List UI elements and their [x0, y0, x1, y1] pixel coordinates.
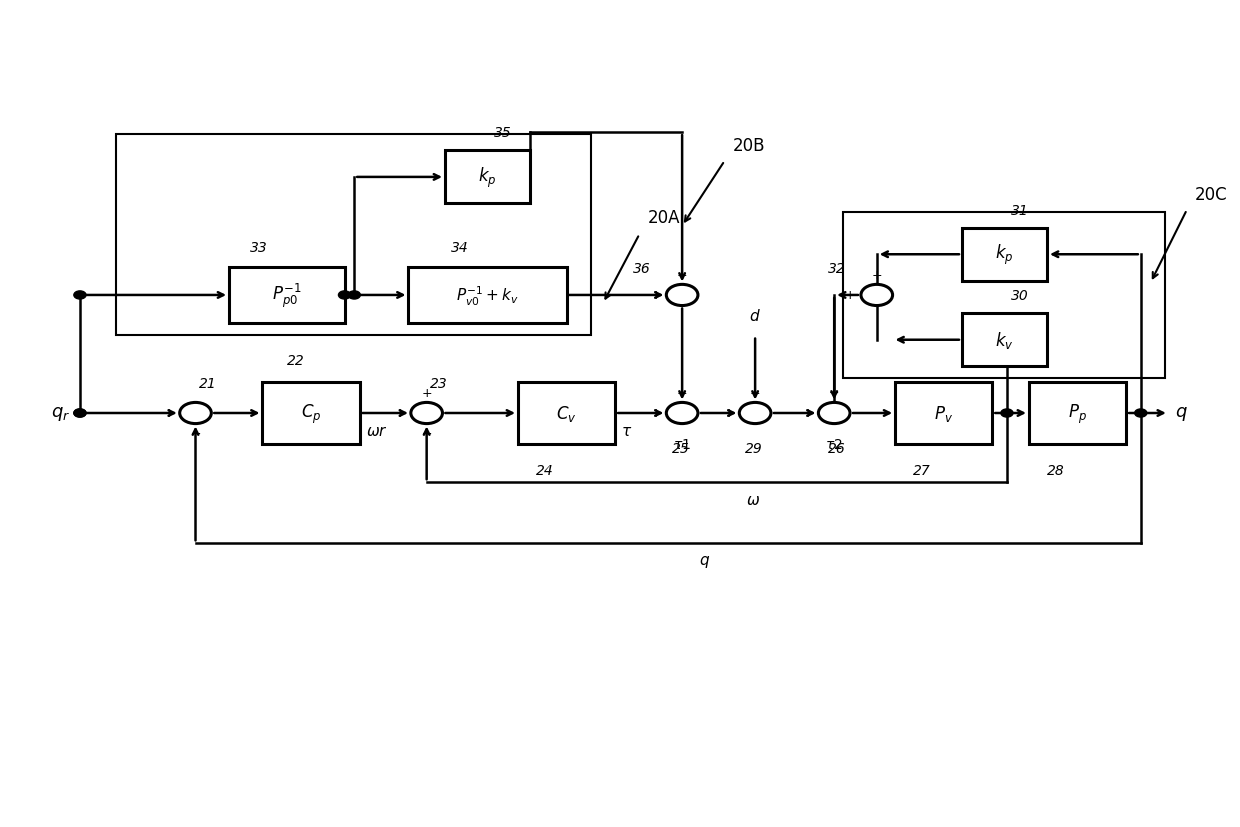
Circle shape: [410, 403, 443, 424]
Text: +: +: [872, 268, 882, 281]
Text: 33: 33: [250, 241, 268, 255]
Text: −: −: [190, 428, 201, 441]
Text: $C_v$: $C_v$: [557, 404, 577, 423]
Text: $C_p$: $C_p$: [301, 402, 321, 425]
Text: 22: 22: [286, 353, 305, 367]
Circle shape: [861, 285, 893, 306]
Text: 24: 24: [536, 463, 554, 477]
FancyBboxPatch shape: [962, 228, 1047, 281]
FancyBboxPatch shape: [445, 151, 529, 204]
Text: 25: 25: [672, 442, 691, 456]
Text: +: +: [844, 289, 856, 302]
Text: +: +: [677, 386, 687, 399]
Circle shape: [666, 285, 698, 306]
FancyBboxPatch shape: [263, 383, 360, 444]
Text: 31: 31: [1011, 203, 1028, 218]
Circle shape: [818, 403, 849, 424]
FancyBboxPatch shape: [1029, 383, 1126, 444]
Text: 29: 29: [745, 442, 763, 456]
Text: $P_v$: $P_v$: [934, 404, 954, 423]
Text: +: +: [394, 407, 405, 420]
Text: +: +: [802, 407, 813, 420]
Text: $k_v$: $k_v$: [996, 330, 1014, 351]
Circle shape: [74, 409, 86, 418]
Text: 30: 30: [1011, 289, 1028, 303]
Text: −: −: [830, 386, 839, 399]
Text: $P_{p0}^{-1}$: $P_{p0}^{-1}$: [272, 281, 301, 310]
Text: 36: 36: [634, 261, 651, 275]
Text: +: +: [422, 386, 432, 399]
Circle shape: [180, 403, 211, 424]
Text: 21: 21: [200, 377, 217, 390]
Text: 20B: 20B: [733, 137, 766, 155]
Circle shape: [348, 292, 361, 299]
Text: $k_p$: $k_p$: [996, 243, 1014, 267]
Text: 20C: 20C: [1194, 186, 1226, 203]
Circle shape: [739, 403, 771, 424]
FancyBboxPatch shape: [229, 268, 345, 323]
FancyBboxPatch shape: [408, 268, 567, 323]
Text: 32: 32: [828, 261, 846, 275]
Text: −: −: [422, 428, 432, 441]
Circle shape: [666, 403, 698, 424]
Text: $\tau 1$: $\tau 1$: [673, 437, 691, 452]
Circle shape: [74, 292, 86, 299]
Circle shape: [74, 409, 86, 418]
Text: $\tau$: $\tau$: [621, 423, 632, 438]
Text: 23: 23: [430, 377, 448, 390]
FancyBboxPatch shape: [962, 314, 1047, 366]
Text: $P_{v0}^{-1}+k_v$: $P_{v0}^{-1}+k_v$: [456, 284, 518, 307]
Text: +: +: [677, 268, 687, 281]
Circle shape: [1135, 409, 1147, 418]
Text: $\omega$: $\omega$: [746, 492, 760, 507]
Text: 28: 28: [1047, 463, 1065, 477]
Text: $\omega r$: $\omega r$: [366, 423, 388, 438]
Circle shape: [339, 292, 351, 299]
FancyBboxPatch shape: [518, 383, 615, 444]
Text: $q$: $q$: [699, 553, 711, 569]
Text: 27: 27: [914, 463, 931, 477]
Text: 26: 26: [828, 442, 846, 456]
Text: $\tau 2$: $\tau 2$: [826, 437, 843, 452]
Text: $q_r$: $q_r$: [51, 404, 71, 423]
Text: +: +: [723, 407, 734, 420]
FancyBboxPatch shape: [895, 383, 992, 444]
Text: 35: 35: [494, 127, 511, 141]
Text: 34: 34: [451, 241, 469, 255]
Text: +: +: [650, 289, 661, 302]
Circle shape: [1001, 409, 1013, 418]
Text: $k_p$: $k_p$: [479, 165, 497, 189]
Text: +: +: [164, 407, 174, 420]
Text: +: +: [750, 386, 760, 399]
Text: $d$: $d$: [749, 308, 761, 324]
Text: $q$: $q$: [1174, 404, 1188, 423]
Text: +: +: [650, 407, 661, 420]
Text: $P_p$: $P_p$: [1068, 402, 1087, 425]
Text: 20A: 20A: [649, 208, 681, 227]
